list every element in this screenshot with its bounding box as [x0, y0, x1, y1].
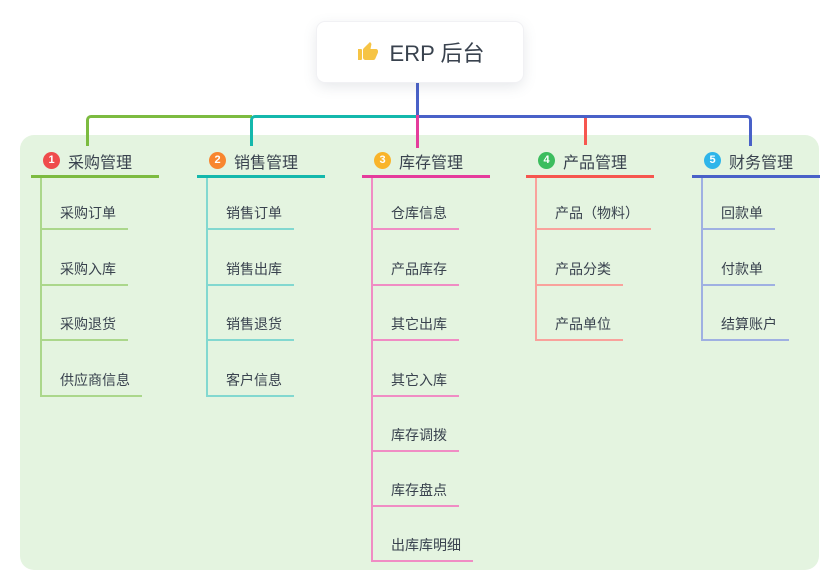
branch-number-badge: 2 — [209, 152, 226, 169]
root-node[interactable]: ERP 后台 — [317, 22, 523, 82]
child-node[interactable]: 结算账户 — [701, 314, 789, 341]
branches-panel — [20, 135, 819, 570]
connector-branch-1 — [86, 115, 252, 146]
connector-branch-4 — [584, 118, 587, 145]
child-node[interactable]: 采购退货 — [40, 314, 128, 341]
child-node[interactable]: 产品（物料） — [535, 203, 651, 230]
branch-node-1[interactable]: 1 采购管理 — [31, 146, 159, 178]
child-node[interactable]: 回款单 — [701, 203, 775, 230]
root-label: ERP 后台 — [389, 41, 485, 66]
branch-node-2[interactable]: 2 销售管理 — [197, 146, 325, 178]
child-node[interactable]: 库存盘点 — [371, 480, 459, 507]
child-node[interactable]: 其它出库 — [371, 314, 459, 341]
connector-branch-3 — [416, 115, 419, 148]
connector-branch-2 — [250, 115, 419, 146]
branch-number-badge: 3 — [374, 152, 391, 169]
branch-number-badge: 1 — [43, 152, 60, 169]
child-node[interactable]: 销售出库 — [206, 259, 294, 286]
child-node[interactable]: 仓库信息 — [371, 203, 459, 230]
branch-node-4[interactable]: 4 产品管理 — [526, 146, 654, 178]
child-node[interactable]: 采购订单 — [40, 203, 128, 230]
children-connector-line — [206, 178, 208, 397]
children-connector-line — [701, 178, 703, 341]
child-node[interactable]: 出库库明细 — [371, 535, 473, 562]
branch-node-5[interactable]: 5 财务管理 — [692, 146, 820, 178]
branch-label: 采购管理 — [68, 154, 133, 172]
branch-number-badge: 5 — [704, 152, 721, 169]
child-node[interactable]: 采购入库 — [40, 259, 128, 286]
child-node[interactable]: 销售退货 — [206, 314, 294, 341]
branch-label: 产品管理 — [563, 154, 628, 172]
children-connector-line — [535, 178, 537, 341]
thumbs-up-icon — [357, 42, 378, 60]
branch-label: 财务管理 — [729, 154, 794, 172]
branch-label: 销售管理 — [234, 154, 299, 172]
child-node[interactable]: 付款单 — [701, 259, 775, 286]
children-connector-line — [40, 178, 42, 397]
child-node[interactable]: 产品单位 — [535, 314, 623, 341]
child-node[interactable]: 库存调拨 — [371, 425, 459, 452]
child-node[interactable]: 产品库存 — [371, 259, 459, 286]
branch-label: 库存管理 — [399, 154, 464, 172]
branch-number-badge: 4 — [538, 152, 555, 169]
children-connector-line — [371, 178, 373, 562]
branch-node-3[interactable]: 3 库存管理 — [362, 146, 490, 178]
child-node[interactable]: 产品分类 — [535, 259, 623, 286]
child-node[interactable]: 客户信息 — [206, 370, 294, 397]
connector-branch-5 — [417, 115, 752, 146]
root-connector-line — [416, 82, 419, 116]
child-node[interactable]: 其它入库 — [371, 370, 459, 397]
child-node[interactable]: 销售订单 — [206, 203, 294, 230]
child-node[interactable]: 供应商信息 — [40, 370, 142, 397]
